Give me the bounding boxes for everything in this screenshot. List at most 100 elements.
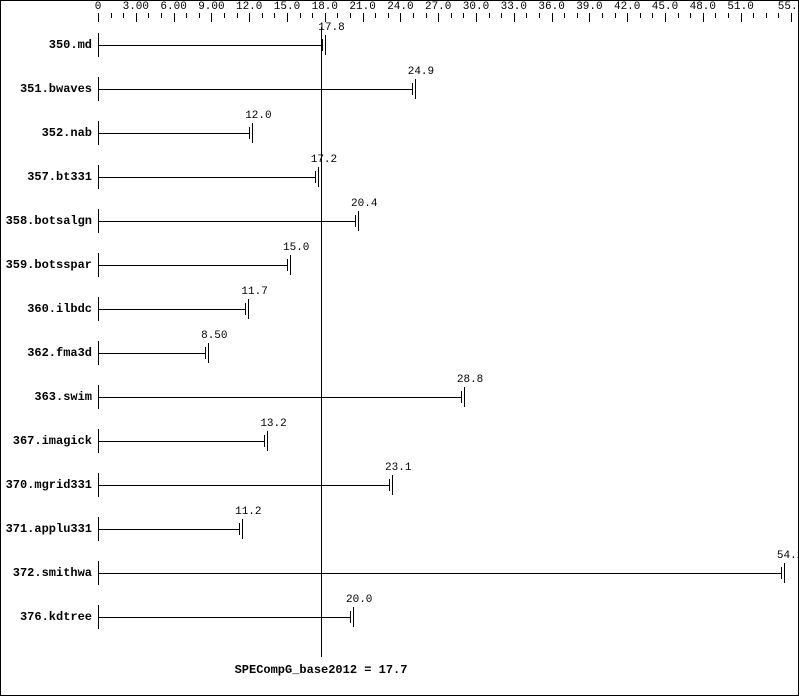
axis-tick-minor xyxy=(715,13,716,18)
bar-end-tick xyxy=(205,347,206,359)
axis-tick-label: 3.00 xyxy=(123,1,149,13)
value-label: 20.0 xyxy=(346,594,372,606)
axis-tick-label: 12.0 xyxy=(236,1,262,13)
bar-line xyxy=(98,617,350,618)
benchmark-label: 362.fma3d xyxy=(27,346,92,360)
axis-tick-minor xyxy=(564,13,565,18)
bar-end-tick xyxy=(389,479,390,491)
axis-tick-minor xyxy=(337,13,338,18)
axis-tick-major xyxy=(627,13,628,22)
axis-tick-major xyxy=(552,13,553,22)
benchmark-label: 351.bwaves xyxy=(20,82,92,96)
axis-tick-minor xyxy=(753,13,754,18)
axis-tick-label: 9.00 xyxy=(198,1,224,13)
bar-end-tick xyxy=(322,39,323,51)
bar-line xyxy=(98,353,205,354)
axis-tick-minor xyxy=(262,13,263,18)
axis-tick-label: 36.0 xyxy=(538,1,564,13)
axis-tick-minor xyxy=(539,13,540,18)
value-label: 12.0 xyxy=(245,110,271,122)
axis-tick-minor xyxy=(186,13,187,18)
axis-tick-minor xyxy=(274,13,275,18)
axis-tick-label: 51.0 xyxy=(727,1,753,13)
axis-tick-label: 6.00 xyxy=(160,1,186,13)
bar-line xyxy=(98,529,239,530)
axis-tick-minor xyxy=(451,13,452,18)
bar-end-mark xyxy=(392,475,393,495)
bar-end-mark xyxy=(464,387,465,407)
benchmark-label: 367.imagick xyxy=(13,434,92,448)
axis-tick-major xyxy=(703,13,704,22)
value-label: 8.50 xyxy=(201,330,227,342)
bar-end-tick xyxy=(245,303,246,315)
bar-end-tick xyxy=(412,83,413,95)
bar-end-tick xyxy=(355,215,356,227)
bar-end-mark xyxy=(353,607,354,627)
axis-tick-label: 30.0 xyxy=(463,1,489,13)
bar-end-tick xyxy=(781,567,782,579)
axis-tick-major xyxy=(287,13,288,22)
bar-end-mark xyxy=(318,167,319,187)
axis-tick-minor xyxy=(375,13,376,18)
value-label: 20.4 xyxy=(351,198,377,210)
axis-tick-minor xyxy=(148,13,149,18)
axis-tick-label: 39.0 xyxy=(576,1,602,13)
bar-line xyxy=(98,221,355,222)
axis-tick-minor xyxy=(224,13,225,18)
axis-tick-minor xyxy=(690,13,691,18)
benchmark-label: 376.kdtree xyxy=(20,610,92,624)
axis-tick-minor xyxy=(526,13,527,18)
axis-tick-minor xyxy=(199,13,200,18)
bar-line xyxy=(98,309,245,310)
bar-end-tick xyxy=(287,259,288,271)
value-label: 17.2 xyxy=(311,154,337,166)
axis-tick-label: 48.0 xyxy=(690,1,716,13)
axis-tick-minor xyxy=(501,13,502,18)
axis-tick-label: 27.0 xyxy=(425,1,451,13)
axis-tick-minor xyxy=(237,13,238,18)
benchmark-label: 360.ilbdc xyxy=(27,302,92,316)
axis-tick-minor xyxy=(111,13,112,18)
spec-chart: 03.006.009.0012.015.018.021.024.027.030.… xyxy=(0,0,799,696)
bar-end-mark xyxy=(252,123,253,143)
axis-tick-minor xyxy=(640,13,641,18)
axis-tick-minor xyxy=(426,13,427,18)
benchmark-label: 358.botsalgn xyxy=(6,214,92,228)
axis-tick-minor xyxy=(615,13,616,18)
bar-line xyxy=(98,177,315,178)
axis-tick-major xyxy=(665,13,666,22)
bar-end-tick xyxy=(249,127,250,139)
axis-tick-minor xyxy=(312,13,313,18)
axis-tick-major xyxy=(438,13,439,22)
value-label: 11.2 xyxy=(235,506,261,518)
bar-line xyxy=(98,265,287,266)
axis-tick-minor xyxy=(728,13,729,18)
axis-tick-label: 33.0 xyxy=(501,1,527,13)
axis-tick-minor xyxy=(602,13,603,18)
footer-label: SPECompG_base2012 = 17.7 xyxy=(235,663,408,677)
axis-tick-label: 18.0 xyxy=(312,1,338,13)
bar-end-mark xyxy=(290,255,291,275)
bar-end-mark xyxy=(267,431,268,451)
axis-tick-minor xyxy=(413,13,414,18)
bar-end-mark xyxy=(358,211,359,231)
bar-end-tick xyxy=(315,171,316,183)
benchmark-label: 359.botsspar xyxy=(6,258,92,272)
bar-end-mark xyxy=(784,563,785,583)
axis-tick-minor xyxy=(678,13,679,18)
axis-tick-major xyxy=(791,13,792,22)
bar-line xyxy=(98,89,412,90)
bar-line xyxy=(98,45,322,46)
axis-tick-minor xyxy=(577,13,578,18)
axis-tick-major xyxy=(325,13,326,22)
benchmark-label: 357.bt331 xyxy=(27,170,92,184)
value-label: 28.8 xyxy=(457,374,483,386)
benchmark-label: 372.smithwa xyxy=(13,566,92,580)
bar-end-mark xyxy=(415,79,416,99)
axis-tick-label: 55.0 xyxy=(778,1,799,13)
axis-tick-major xyxy=(174,13,175,22)
axis-tick-major xyxy=(589,13,590,22)
value-label: 24.9 xyxy=(408,66,434,78)
axis-tick-minor xyxy=(123,13,124,18)
axis-tick-minor xyxy=(778,13,779,18)
